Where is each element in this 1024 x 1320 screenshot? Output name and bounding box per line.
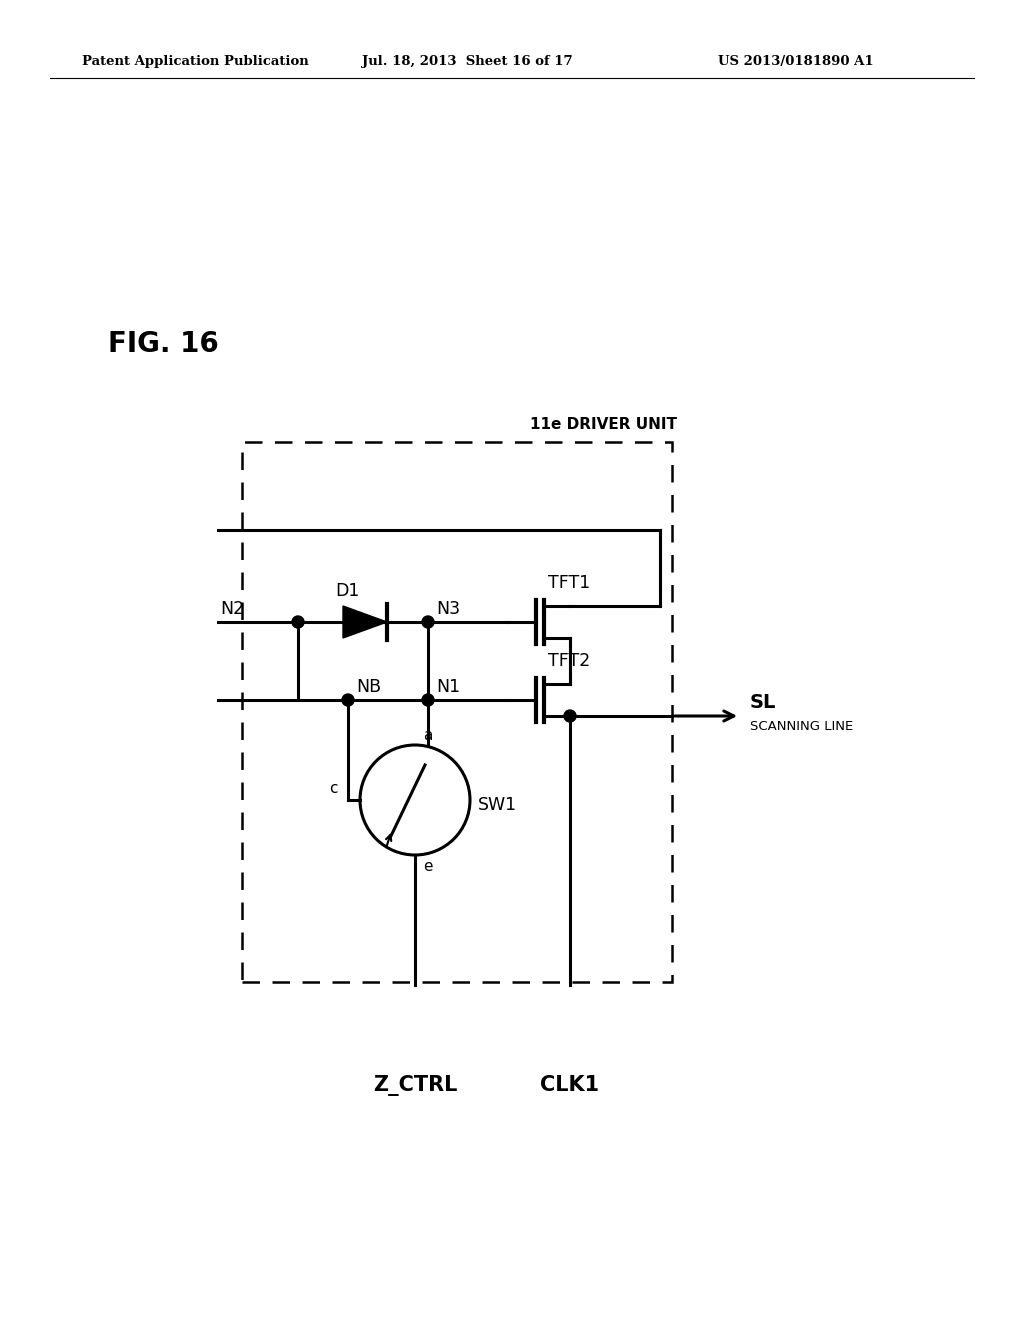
Text: SCANNING LINE: SCANNING LINE xyxy=(750,719,853,733)
Text: e: e xyxy=(423,859,432,874)
Circle shape xyxy=(342,694,354,706)
Text: D1: D1 xyxy=(335,582,359,601)
Polygon shape xyxy=(343,606,387,638)
Text: TFT1: TFT1 xyxy=(548,574,590,591)
Text: US 2013/0181890 A1: US 2013/0181890 A1 xyxy=(718,55,873,69)
Bar xyxy=(242,442,672,982)
Text: a: a xyxy=(423,729,432,743)
Text: Z_CTRL: Z_CTRL xyxy=(373,1074,457,1096)
Circle shape xyxy=(422,694,434,706)
Text: c: c xyxy=(330,781,338,796)
Text: N2: N2 xyxy=(220,601,244,618)
Text: N3: N3 xyxy=(436,601,460,618)
Text: NB: NB xyxy=(356,678,381,696)
Circle shape xyxy=(564,710,575,722)
Text: TFT2: TFT2 xyxy=(548,652,590,671)
Text: SW1: SW1 xyxy=(478,796,517,814)
Text: Jul. 18, 2013  Sheet 16 of 17: Jul. 18, 2013 Sheet 16 of 17 xyxy=(362,55,572,69)
Circle shape xyxy=(292,616,304,628)
Text: FIG. 16: FIG. 16 xyxy=(108,330,219,358)
Text: Patent Application Publication: Patent Application Publication xyxy=(82,55,309,69)
Text: CLK1: CLK1 xyxy=(541,1074,600,1096)
Text: N1: N1 xyxy=(436,678,460,696)
Circle shape xyxy=(422,616,434,628)
Text: SL: SL xyxy=(750,693,776,711)
Text: 11e DRIVER UNIT: 11e DRIVER UNIT xyxy=(530,417,677,432)
